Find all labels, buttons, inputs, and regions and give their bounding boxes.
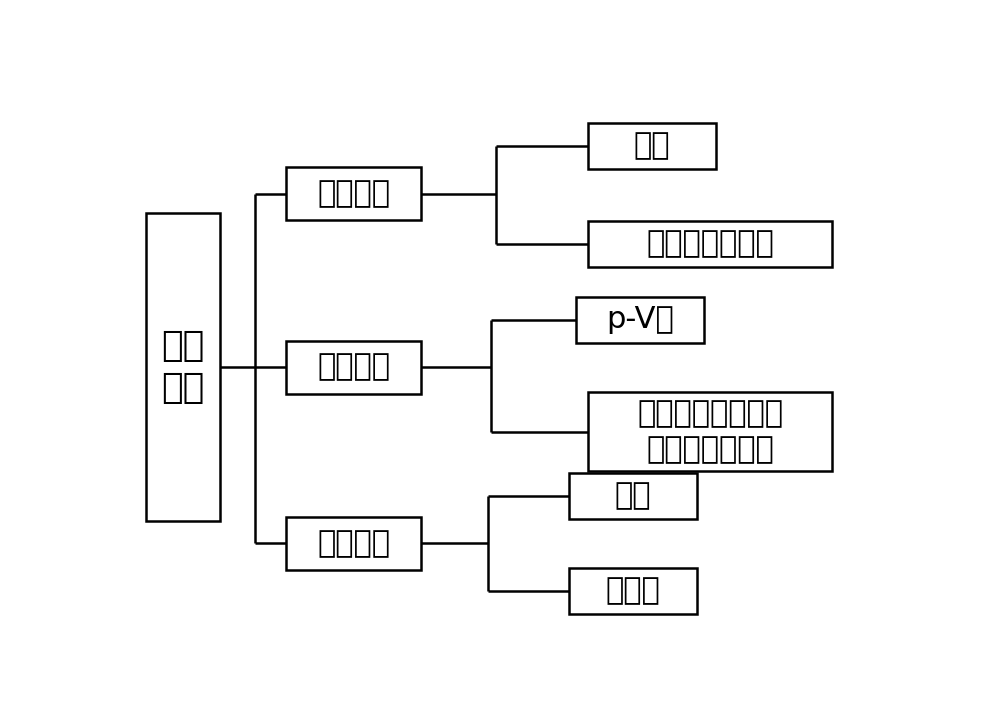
Text: 数据转换和计算: 数据转换和计算 bbox=[646, 230, 774, 259]
FancyBboxPatch shape bbox=[588, 123, 716, 169]
FancyBboxPatch shape bbox=[286, 167, 421, 220]
Text: 滤波: 滤波 bbox=[634, 132, 670, 161]
FancyBboxPatch shape bbox=[569, 568, 697, 614]
FancyBboxPatch shape bbox=[588, 221, 832, 267]
Text: 数据存储: 数据存储 bbox=[317, 529, 390, 558]
FancyBboxPatch shape bbox=[569, 473, 697, 519]
Text: 软件
模块: 软件 模块 bbox=[162, 329, 205, 405]
FancyBboxPatch shape bbox=[588, 393, 832, 470]
FancyBboxPatch shape bbox=[146, 213, 220, 521]
Text: 数据处理: 数据处理 bbox=[317, 179, 390, 208]
FancyBboxPatch shape bbox=[286, 517, 421, 570]
Text: 数据库: 数据库 bbox=[605, 577, 660, 606]
FancyBboxPatch shape bbox=[286, 340, 421, 394]
FancyBboxPatch shape bbox=[576, 297, 704, 342]
Text: 报表: 报表 bbox=[614, 481, 651, 510]
Text: 流量、指示功率、
电机功率及效率: 流量、指示功率、 电机功率及效率 bbox=[637, 399, 783, 464]
Text: p-V图: p-V图 bbox=[606, 305, 674, 334]
Text: 数据显示: 数据显示 bbox=[317, 353, 390, 382]
